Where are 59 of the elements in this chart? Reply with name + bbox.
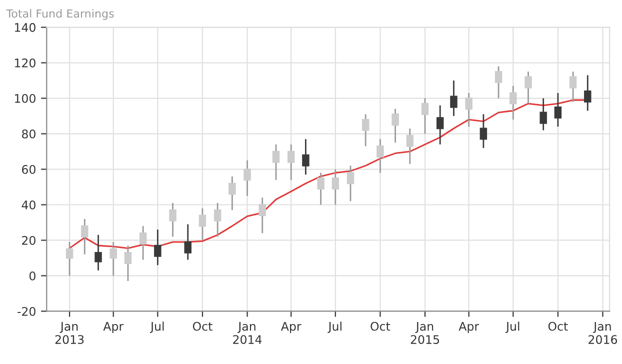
x-tick-label: Jul — [328, 322, 342, 333]
candlestick — [272, 144, 280, 181]
candlestick — [450, 80, 458, 117]
candlestick — [406, 128, 414, 165]
candlestick — [436, 104, 444, 146]
candlestick — [494, 66, 502, 99]
x-tick-label: Oct — [370, 322, 390, 331]
candlestick — [524, 70, 532, 104]
x-tick-label: Jan 2015 — [410, 322, 439, 344]
x-tick-label: Oct — [192, 322, 212, 331]
candlestick — [244, 160, 251, 197]
candlestick — [124, 244, 132, 282]
x-tick-label: Apr — [280, 322, 302, 334]
candlestick — [332, 168, 340, 206]
y-tick-label: -20 — [18, 306, 36, 316]
x-tick-label: Jan 2013 — [55, 322, 84, 344]
candlestick — [258, 196, 266, 234]
candlestick — [287, 144, 295, 181]
x-tick-label: Jan 2016 — [588, 322, 618, 344]
y-tick-label: 20 — [22, 236, 36, 245]
chart-title: Total Fund Earnings — [6, 9, 114, 20]
y-tick-label: 80 — [22, 129, 36, 138]
candlestick — [317, 172, 324, 206]
candlestick — [554, 92, 562, 128]
y-tick-label: 120 — [14, 58, 36, 68]
candlestick — [110, 241, 117, 276]
candlestick — [465, 92, 472, 128]
candlestick — [376, 138, 384, 174]
candlestick — [228, 176, 236, 211]
candlestick — [154, 228, 162, 266]
candlestick — [139, 225, 147, 260]
candlestick — [392, 108, 399, 144]
candlestick — [362, 114, 370, 147]
candlestick — [198, 208, 206, 241]
candlestick — [66, 241, 74, 276]
y-tick-label: 60 — [22, 164, 36, 174]
y-tick-label: 0 — [30, 271, 36, 280]
candlestick — [214, 202, 222, 238]
x-tick-label: Jul — [150, 322, 164, 333]
x-tick-label: Jul — [505, 322, 520, 333]
candlestick — [510, 85, 517, 120]
x-tick-label: Jan 2014 — [233, 322, 262, 344]
candlestick — [584, 74, 592, 112]
x-tick-label: Oct — [548, 322, 568, 331]
candlestick — [346, 165, 354, 202]
x-tick-label: Apr — [458, 322, 480, 334]
candlestick — [81, 218, 88, 256]
candlestick — [94, 234, 102, 272]
candlestick — [540, 98, 547, 131]
candlestick — [480, 114, 488, 149]
candlestick — [421, 98, 429, 134]
candlestick — [569, 70, 577, 103]
y-tick-label: 140 — [14, 23, 36, 32]
x-tick-label: Apr — [103, 322, 124, 334]
y-tick-label: 100 — [14, 94, 36, 103]
candlestick — [169, 202, 176, 238]
candlestick — [302, 138, 310, 176]
candlestick — [184, 224, 192, 260]
y-tick-label: 40 — [22, 200, 36, 210]
